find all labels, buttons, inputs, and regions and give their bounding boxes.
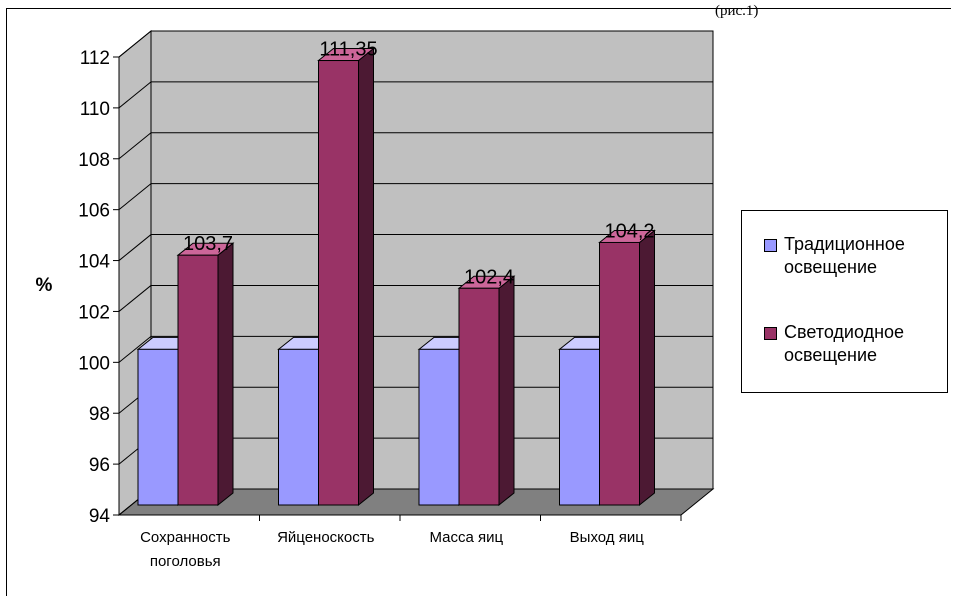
y-tick-label: 110 <box>80 99 110 120</box>
chart-frame: (рис.1) <box>6 3 951 596</box>
bar-led-side <box>217 242 234 507</box>
data-label: 102,4 <box>464 266 514 288</box>
bar-led <box>458 287 500 506</box>
y-tick-label: 104 <box>78 252 110 273</box>
y-tick-label: 106 <box>78 201 110 222</box>
bar-led <box>318 60 359 506</box>
x-category-label: Масса яиц <box>429 529 503 546</box>
x-category-label: Выход яиц <box>570 529 645 546</box>
header-note: (рис.1) <box>715 3 759 19</box>
y-tick-label: 100 <box>78 353 110 374</box>
gridline-side <box>118 183 152 211</box>
bar-led-side <box>498 275 515 507</box>
y-tick-label: 102 <box>78 302 110 323</box>
bar-traditional <box>137 348 179 506</box>
gridline-side <box>118 335 152 363</box>
data-label: 103,7 <box>183 233 233 255</box>
gridline-side <box>118 81 152 109</box>
y-tick-label: 108 <box>78 150 110 171</box>
y-tick-label: 112 <box>80 48 110 69</box>
legend-item-led: Светодиодное освещение <box>764 321 944 367</box>
chart-legend: Традиционное освещение Светодиодное освеще… <box>741 210 948 393</box>
legend-item-traditional: Традиционное освещение <box>764 233 944 279</box>
bar-traditional <box>418 348 460 506</box>
x-category-label: Сохранность <box>140 529 230 546</box>
y-tick-label: 94 <box>89 506 111 527</box>
y-tick-label: 98 <box>89 404 110 425</box>
x-category-label: Яйценоскость <box>277 529 375 546</box>
bar-traditional <box>559 348 600 506</box>
gridline-side <box>118 132 152 160</box>
data-label: 111,35 <box>319 39 377 61</box>
gridline-side <box>118 234 152 261</box>
bar-traditional <box>278 348 319 506</box>
gridline-side <box>118 285 152 312</box>
bar-led-side <box>639 229 655 507</box>
bar-led <box>599 241 640 506</box>
bar-led <box>177 254 219 506</box>
legend-swatch-led <box>764 327 777 340</box>
y-axis-label: % <box>36 275 53 296</box>
legend-label-traditional: Традиционное освещение <box>784 234 905 277</box>
legend-swatch-traditional <box>764 239 777 252</box>
y-tick-label: 96 <box>89 455 110 476</box>
legend-label-led: Светодиодное освещение <box>784 322 905 365</box>
bar-led-side <box>358 47 374 507</box>
data-label: 104,2 <box>604 220 654 242</box>
gridline-side <box>118 30 152 58</box>
x-category-label: поголовья <box>150 553 221 570</box>
